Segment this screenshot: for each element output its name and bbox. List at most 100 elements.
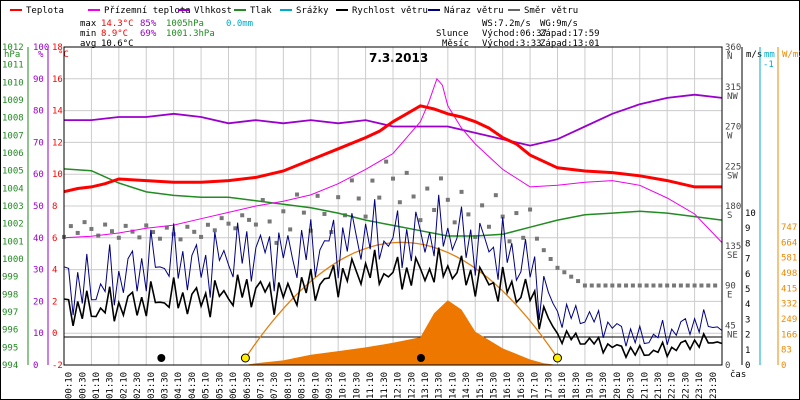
wind-direction-point xyxy=(658,283,663,288)
legend-teplota: Teplota xyxy=(26,6,64,16)
time-tick-label: 10:10 xyxy=(339,372,349,399)
hpa-tick-label: 1011 xyxy=(2,61,24,71)
stat-max-rain: 0.0mm xyxy=(226,19,253,29)
wind-direction-point xyxy=(473,234,478,239)
time-tick-label: 20:10 xyxy=(613,372,623,399)
wind-direction-point xyxy=(459,189,464,194)
moonrise-marker xyxy=(157,354,166,362)
wind-direction-point xyxy=(151,230,156,235)
wind-direction-point xyxy=(610,283,615,288)
pct-tick-label: 60 xyxy=(33,170,44,180)
wind-direction-point xyxy=(528,207,533,212)
solar-tick-label: 581 xyxy=(781,254,797,264)
chart-title: 7.3.2013 xyxy=(369,51,428,65)
stat-max-hum: 85% xyxy=(140,19,157,29)
stat-min-press: 1001.3hPa xyxy=(166,29,215,39)
time-tick-label: 02:30 xyxy=(133,372,143,399)
hpa-tick-label: 1007 xyxy=(2,131,24,141)
wind-direction-point xyxy=(288,227,293,232)
wind-direction-point xyxy=(260,198,265,203)
c-tick-label: 8 xyxy=(52,202,57,212)
dir-tick-label: 360 xyxy=(725,43,741,53)
time-tick-label: 12:10 xyxy=(394,372,404,399)
time-tick-label: 21:10 xyxy=(640,372,650,399)
hpa-tick-label: 999 xyxy=(2,273,18,283)
wind-direction-point xyxy=(397,200,402,205)
wind-direction-point xyxy=(301,210,306,215)
legend-prizemni-teplota: Přízemní teplota xyxy=(104,6,191,16)
stat-max-label: max xyxy=(80,19,97,29)
hpa-tick-label: 1001 xyxy=(2,237,24,247)
dir-tick-label: 45 xyxy=(725,321,736,331)
wind-direction-point xyxy=(219,216,224,221)
wind-direction-point xyxy=(103,222,108,227)
ms-tick-label: 8 xyxy=(745,239,750,249)
wind-gust-line xyxy=(63,194,723,347)
dir-tick-label: 0 xyxy=(725,361,730,371)
pct-tick-label: 100 xyxy=(33,43,49,53)
ms-tick-label: 9 xyxy=(745,224,750,234)
wind-direction-point xyxy=(706,283,711,288)
sun-rise: Východ:06:37 xyxy=(482,29,547,39)
time-tick-label: 03:10 xyxy=(147,372,157,399)
wind-direction-point xyxy=(89,226,94,231)
wind-direction-point xyxy=(377,195,382,200)
c-tick-label: 18 xyxy=(52,43,63,53)
wind-direction-point xyxy=(692,283,697,288)
c-tick-label: 2 xyxy=(52,297,57,307)
wind-direction-point xyxy=(308,228,313,233)
time-tick-label: 09:10 xyxy=(311,372,321,399)
time-tick-label: 07:30 xyxy=(270,372,280,399)
dir-tick-label: 90 xyxy=(725,282,736,292)
mm-tick-label: -1 xyxy=(763,60,774,70)
wind-direction-point xyxy=(185,224,190,229)
wind-speed-line xyxy=(63,247,723,360)
wind-direction-point xyxy=(562,270,567,275)
time-tick-label: 18:10 xyxy=(558,372,568,399)
c-tick-label: 14 xyxy=(52,107,63,117)
ms-tick-label: 2 xyxy=(745,331,750,341)
dir-tick-compass: E xyxy=(727,291,732,301)
astro-info: WS:7.2m/s WG:9m/s Slunce Východ:06:37 Zá… xyxy=(436,19,600,49)
time-tick-label: 07:10 xyxy=(256,372,266,399)
hpa-tick-label: 1010 xyxy=(2,78,24,88)
c-tick-label: 12 xyxy=(52,138,63,148)
time-tick-label: 22:30 xyxy=(681,372,691,399)
wind-direction-point xyxy=(678,283,683,288)
sunrise-marker xyxy=(240,353,250,363)
wind-direction-point xyxy=(548,257,553,261)
time-tick-label: 11:30 xyxy=(380,372,390,399)
ground-temperature-line xyxy=(63,77,723,243)
axis-pct-label: % xyxy=(38,50,44,60)
pct-tick-label: 80 xyxy=(33,107,44,117)
stat-avg-label: avg xyxy=(80,39,96,49)
c-tick-label: -2 xyxy=(52,361,63,371)
time-tick-label: 20:30 xyxy=(627,372,637,399)
moonset-marker xyxy=(416,354,425,362)
hpa-tick-label: 1003 xyxy=(2,202,24,212)
time-tick-label: 17:10 xyxy=(531,372,541,399)
hpa-tick-label: 1000 xyxy=(2,255,24,265)
dir-tick-label: 270 xyxy=(725,123,741,133)
ms-tick-label: 6 xyxy=(745,270,750,280)
time-tick-label: 22:10 xyxy=(668,372,678,399)
wind-direction-point xyxy=(267,219,272,224)
axis-c-label: °C xyxy=(58,50,69,60)
moon-set: Západ:13:01 xyxy=(540,39,600,49)
time-tick-label: 16:30 xyxy=(517,372,527,399)
stat-min-temp: 8.9°C xyxy=(101,29,128,39)
pct-tick-label: 30 xyxy=(33,266,44,276)
wind-direction-point xyxy=(514,211,519,216)
pct-tick-label: 90 xyxy=(33,75,44,85)
wind-direction-point xyxy=(116,235,121,240)
wind-direction-point xyxy=(685,283,690,288)
wind-direction-point xyxy=(171,232,176,237)
legend-smer-vetru: Směr větru xyxy=(524,6,578,16)
dir-tick-label: 225 xyxy=(725,162,741,172)
dir-tick-label: 315 xyxy=(725,83,741,93)
wind-direction-point xyxy=(144,223,149,228)
time-tick-label: 09:30 xyxy=(325,372,335,399)
time-tick-label: 15:30 xyxy=(490,372,500,399)
pct-tick-label: 0 xyxy=(33,361,38,371)
time-tick-label: 00:10 xyxy=(65,372,75,399)
